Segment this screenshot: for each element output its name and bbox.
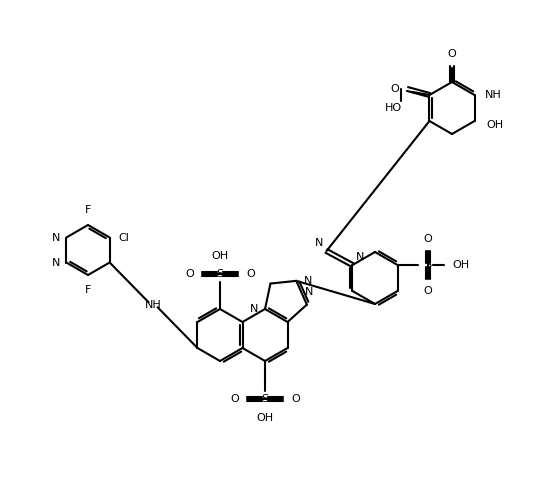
Text: O: O xyxy=(423,234,432,244)
Text: OH: OH xyxy=(211,251,229,261)
Text: NH: NH xyxy=(145,300,162,310)
Text: S: S xyxy=(261,394,268,404)
Text: O: O xyxy=(230,394,239,404)
Text: NH: NH xyxy=(485,90,501,100)
Text: N: N xyxy=(52,257,60,267)
Text: N: N xyxy=(305,287,313,297)
Text: N: N xyxy=(315,238,323,248)
Text: OH: OH xyxy=(453,260,470,270)
Text: N: N xyxy=(250,304,258,314)
Text: O: O xyxy=(291,394,300,404)
Text: O: O xyxy=(185,269,194,279)
Text: S: S xyxy=(424,260,431,270)
Text: F: F xyxy=(85,205,91,215)
Text: Cl: Cl xyxy=(119,233,130,243)
Text: S: S xyxy=(217,269,223,279)
Text: O: O xyxy=(448,49,456,59)
Text: O: O xyxy=(246,269,255,279)
Text: N: N xyxy=(52,233,60,243)
Text: N: N xyxy=(304,276,312,286)
Text: OH: OH xyxy=(487,120,504,130)
Text: OH: OH xyxy=(256,413,273,423)
Text: F: F xyxy=(85,285,91,295)
Text: O: O xyxy=(390,84,399,94)
Text: N: N xyxy=(355,252,364,262)
Text: O: O xyxy=(423,286,432,296)
Text: HO: HO xyxy=(386,103,403,113)
